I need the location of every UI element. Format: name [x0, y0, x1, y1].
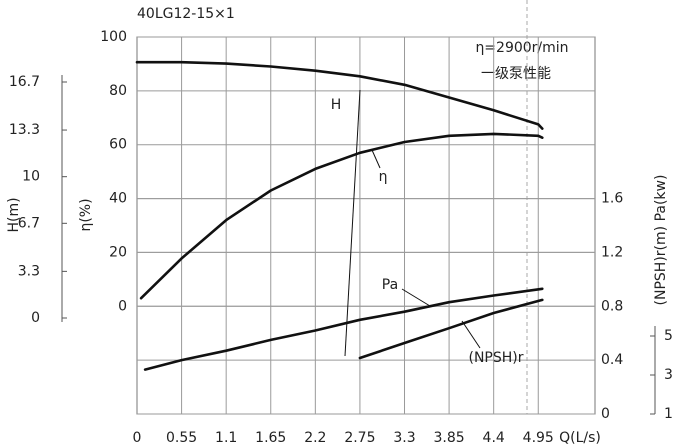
- y-tick-label: 6.7: [18, 215, 40, 231]
- y-tick-label: 1.6: [601, 191, 623, 207]
- leader-line: [344, 89, 361, 357]
- x-tick-label: 1.1: [215, 430, 237, 446]
- y-tick-label: 0.8: [601, 298, 623, 314]
- curve: [143, 287, 544, 371]
- y-tick-label: 0: [601, 406, 610, 422]
- y-tick-label: 5: [664, 328, 673, 344]
- x-tick-label: 3.85: [434, 430, 465, 446]
- x-tick-label: 4.95: [523, 430, 554, 446]
- x-tick-label: 4.4: [483, 430, 505, 446]
- curve-label: η: [379, 169, 388, 185]
- plot-frame: [136, 36, 596, 415]
- curve-label: (NPSH)r: [468, 350, 523, 366]
- y-tick-label: 1: [664, 406, 673, 422]
- y-tick-label: 40: [109, 191, 127, 207]
- y-tick-label: 13.3: [9, 122, 40, 138]
- x-axis-label: Q(L/s): [559, 430, 601, 446]
- curve-label: Pa: [382, 277, 398, 293]
- y-tick-label: 0: [31, 310, 40, 326]
- y-tick-label: 16.7: [9, 74, 40, 90]
- y-tick-label: 3: [664, 367, 673, 383]
- annotation: η=2900r/min: [475, 40, 568, 56]
- annotation: 一级泵性能: [481, 66, 551, 82]
- leader-line: [371, 149, 381, 169]
- y-tick-label: 80: [109, 83, 127, 99]
- curve: [139, 132, 544, 300]
- y-tick-label: 60: [109, 137, 127, 153]
- y-tick-label: 10: [22, 169, 40, 185]
- x-tick-label: 0: [133, 430, 142, 446]
- y-axis-label: η(%): [78, 198, 94, 231]
- y-tick-label: 0: [118, 298, 127, 314]
- chart-title: 40LG12-15×1: [137, 6, 235, 22]
- leader-line: [401, 288, 431, 307]
- x-tick-label: 2.75: [344, 430, 375, 446]
- leader-line: [461, 320, 481, 349]
- curve: [358, 298, 544, 360]
- y-tick-label: 20: [109, 244, 127, 260]
- y-axis-label: (NPSH)r(m) Pa(kw): [653, 175, 669, 306]
- x-tick-label: 1.65: [255, 430, 286, 446]
- x-tick-label: 3.3: [393, 430, 415, 446]
- y-axis-label: H(m): [6, 197, 22, 232]
- y-tick-label: 100: [100, 29, 127, 45]
- x-tick-label: 0.55: [166, 430, 197, 446]
- y-tick-label: 0.4: [601, 352, 623, 368]
- y-tick-label: 3.3: [18, 263, 40, 279]
- curve: [135, 60, 544, 130]
- y-tick-label: 1.2: [601, 244, 623, 260]
- curve-label: H: [331, 97, 342, 113]
- x-tick-label: 2.2: [304, 430, 326, 446]
